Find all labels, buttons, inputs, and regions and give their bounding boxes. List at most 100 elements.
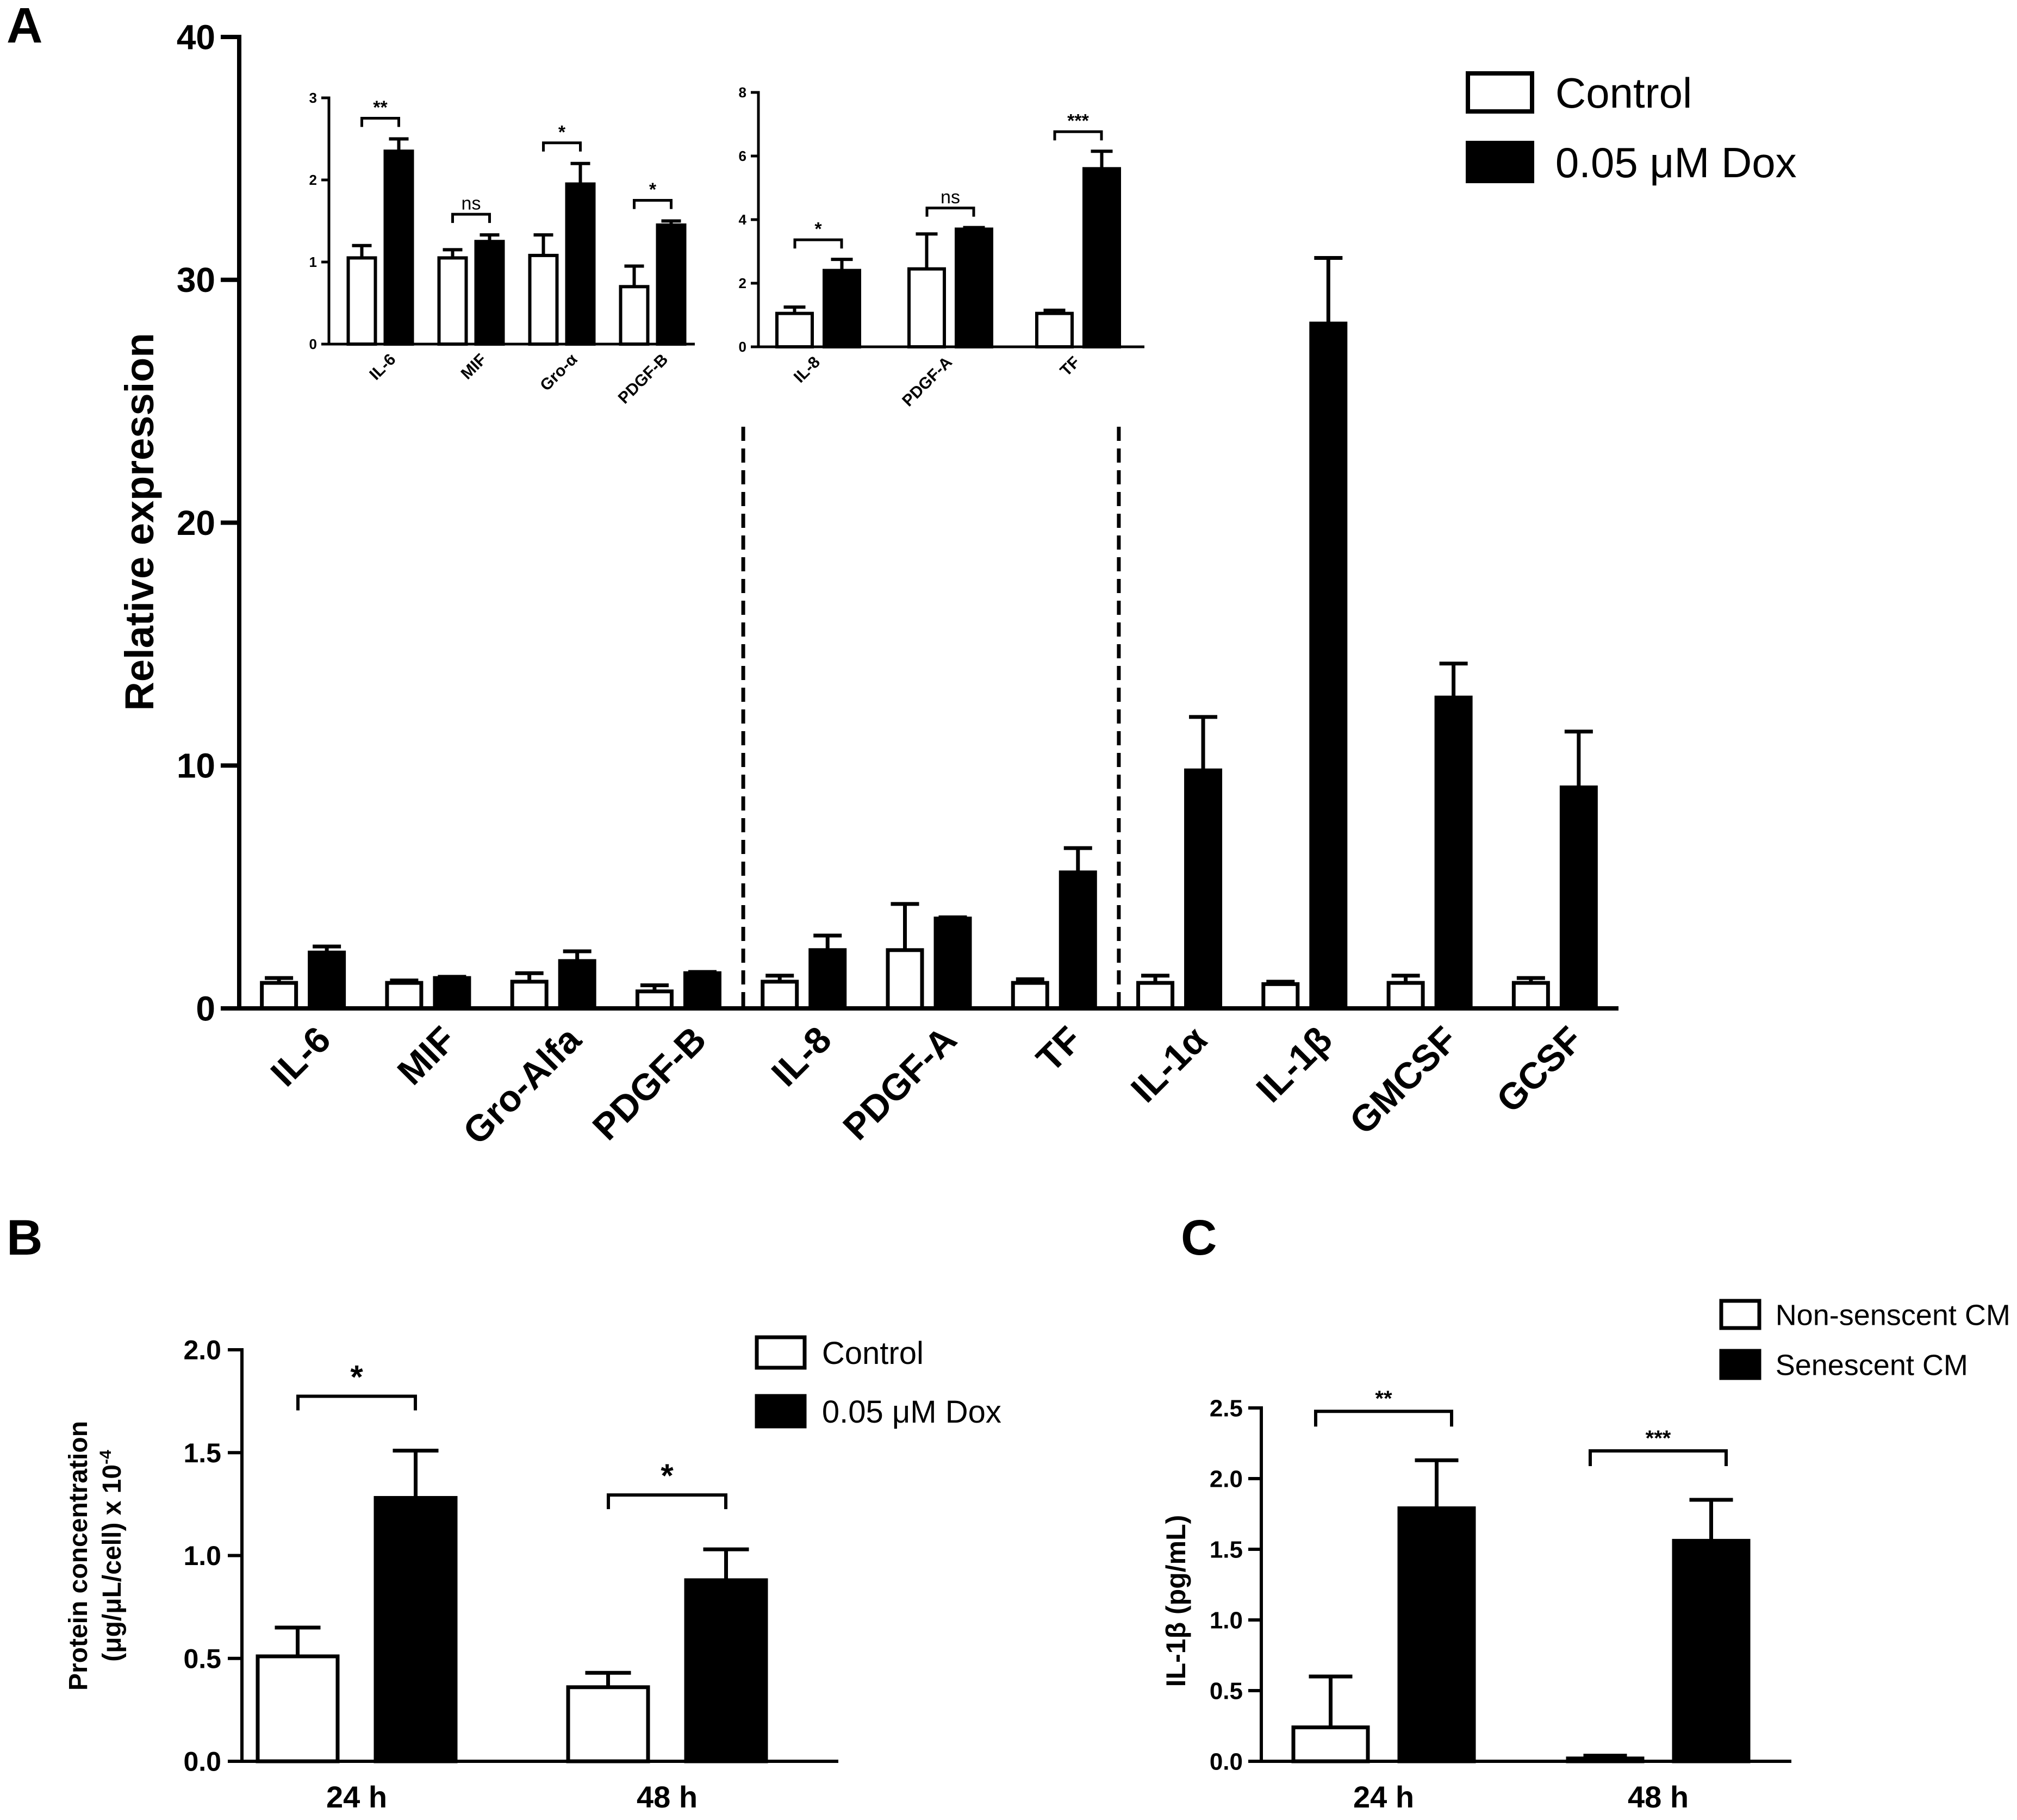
- legend-swatch-treated: [1466, 141, 1534, 183]
- x-tick-label-gcsf: GCSF: [1489, 1019, 1590, 1120]
- bar-treated-24-h: [373, 1496, 458, 1763]
- bracket-line: [793, 238, 843, 249]
- legend-swatch-control: [1466, 71, 1534, 114]
- significance-bracket: *: [607, 1457, 727, 1510]
- error-bar-treated: [393, 1448, 439, 1498]
- significance-label: *: [558, 122, 566, 142]
- bracket-line: [1314, 1410, 1453, 1427]
- y-tick-label: 2.0: [183, 1335, 221, 1366]
- bar-treated-pdgf-b: [683, 971, 721, 1011]
- error-bar-treated: [1063, 846, 1092, 872]
- bar-treated-24-h: [1397, 1506, 1476, 1763]
- legend-swatch-control: [755, 1335, 807, 1370]
- bar-group-gmcsf: [1386, 662, 1473, 1011]
- bar-group-48-h: [1566, 1498, 1751, 1763]
- bar-group-pdgf-b: [619, 219, 687, 346]
- y-tick-label: 2.0: [1210, 1466, 1243, 1492]
- error-bar-treated: [570, 161, 590, 184]
- significance-bracket: ***: [1053, 111, 1103, 141]
- panel-label-a: A: [7, 0, 42, 53]
- bar-control-tf: [1011, 981, 1049, 1011]
- bar-group-pdgf-a: [886, 902, 972, 1011]
- error-bar-treated: [1689, 1498, 1733, 1541]
- significance-bracket: ns: [925, 187, 975, 217]
- y-tick-label: 0: [196, 989, 215, 1028]
- significance-bracket: **: [360, 97, 400, 127]
- bar-group-gro: [528, 161, 596, 346]
- error-bar-control: [533, 233, 553, 255]
- bar-control-pdgf-b: [635, 989, 674, 1011]
- bar-control-mif: [437, 256, 468, 346]
- y-tick-label: 0.0: [1210, 1748, 1243, 1775]
- legend: Control 0.05 μM Dox: [755, 1335, 1001, 1430]
- significance-bracket: *: [793, 219, 843, 249]
- inset-x-tick-label-pdgf-b: PDGF-B: [615, 351, 672, 408]
- bar-group-48-h: [566, 1547, 768, 1763]
- bar-control-il-8: [761, 980, 799, 1011]
- bar-control-24-h: [1291, 1725, 1370, 1763]
- error-bar-treated: [389, 137, 409, 152]
- panel-b: B 0.0 0.5 1.0 1.5 2.0 24 h 48 h * * Protein concen…: [7, 1210, 1001, 1814]
- x-tick-label-gro-alfa: Gro-Alfa: [455, 1018, 589, 1152]
- x-tick-label-mif: MIF: [389, 1019, 464, 1093]
- inset-x-tick-label-il-6: IL-6: [366, 351, 399, 384]
- bar-control-il-6: [346, 256, 377, 346]
- bracket-line: [633, 199, 673, 209]
- bar-control-48-h: [566, 1685, 650, 1763]
- error-bar-treated: [813, 933, 842, 950]
- bar-group-il-8: [775, 258, 861, 349]
- legend-label: 0.05 μM Dox: [822, 1394, 1001, 1430]
- legend: Control 0.05 μM Dox: [1466, 69, 1797, 186]
- legend: Non-senscent CM Senescent CM: [1719, 1299, 2010, 1381]
- error-bar-treated: [1314, 256, 1343, 324]
- y-tick-label: 8: [739, 84, 746, 101]
- bar-control-il-1: [1136, 981, 1175, 1011]
- error-bar-control: [352, 244, 372, 258]
- bar-treated-gmcsf: [1434, 695, 1473, 1011]
- error-bar-treated: [831, 258, 853, 271]
- bar-control-il-8: [775, 311, 814, 349]
- bar-treated-il-1: [1184, 768, 1223, 1011]
- panel-label-c: C: [1181, 1210, 1217, 1266]
- bar-control-mif: [385, 981, 424, 1011]
- y-tick-label: 3: [309, 90, 317, 106]
- x-tick-label-24-h: 24 h: [1353, 1780, 1414, 1814]
- bracket-line: [925, 207, 975, 217]
- panel-c: C0.00.51.01.52.02.524 h 48 h*****IL-1β (p…: [1161, 1210, 2010, 1814]
- x-tick-label-il-6: IL-6: [263, 1019, 339, 1094]
- bar-group-tf: [1035, 149, 1121, 349]
- bar-group-mif: [385, 975, 471, 1011]
- bar-treated-il-8: [823, 269, 861, 348]
- x-tick-label-48-h: 48 h: [637, 1780, 698, 1814]
- bar-treated-gro: [565, 182, 596, 346]
- bar-group-gro-alfa: [510, 949, 596, 1011]
- y-tick-label: 0.5: [183, 1643, 221, 1674]
- y-tick-label: 0.0: [183, 1747, 221, 1777]
- x-tick-label-pdgf-a: PDGF-A: [835, 1019, 964, 1148]
- bar-treated-il-6: [308, 950, 346, 1011]
- inset-2: 0 2 4 6 8 IL-8 PDGF-A TF * ns ***: [739, 84, 1144, 410]
- error-bar-treated: [703, 1547, 749, 1580]
- bracket-line: [1589, 1449, 1728, 1466]
- error-bar-treated: [1439, 662, 1468, 698]
- bar-group-pdgf-a: [907, 226, 993, 348]
- error-bar-control: [916, 232, 938, 269]
- inset-x-tick-label-tf: TF: [1057, 353, 1084, 380]
- bar-treated-48-h: [1672, 1538, 1751, 1763]
- bar-group-24-h: [1291, 1458, 1476, 1763]
- bar-control-il-6: [260, 981, 298, 1011]
- y-tick-label: 1.5: [183, 1438, 221, 1468]
- bar-treated-tf: [1059, 870, 1097, 1011]
- bar-group-il-1: [1136, 715, 1223, 1011]
- bracket-line: [607, 1493, 727, 1510]
- y-tick-label: 0: [309, 336, 317, 352]
- y-tick-label: 1.5: [1210, 1536, 1243, 1563]
- y-tick-label: 1.0: [183, 1541, 221, 1571]
- bar-treated-pdgf-b: [656, 223, 687, 346]
- bar-treated-il-1: [1309, 321, 1348, 1011]
- significance-label: ***: [1646, 1426, 1671, 1450]
- inset-x-tick-label-mif: MIF: [458, 351, 490, 383]
- x-tick-label-il-1: IL-1α: [1123, 1019, 1215, 1111]
